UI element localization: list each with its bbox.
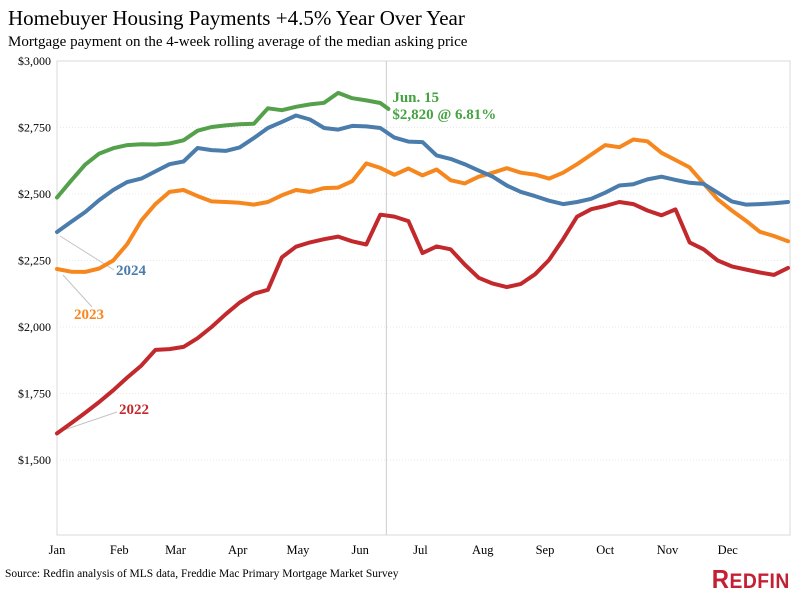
x-tick-Nov: Nov [657,543,679,557]
x-tick-Mar: Mar [165,543,187,557]
y-tick-$1,500: $1,500 [18,453,51,467]
y-tick-$3,000: $3,000 [18,54,51,68]
y-tick-$2,500: $2,500 [18,187,51,201]
x-tick-May: May [287,543,311,557]
y-tick-$2,250: $2,250 [18,254,51,268]
x-tick-Sep: Sep [536,543,555,557]
x-tick-Jun: Jun [352,543,370,557]
source-attribution: Source: Redfin analysis of MLS data, Fre… [5,568,399,580]
y-tick-$2,750: $2,750 [18,121,51,135]
x-tick-Jul: Jul [413,543,428,557]
y-tick-$1,750: $1,750 [18,387,51,401]
leader-line-2023 [62,274,93,308]
annotation-date: Jun. 15 [392,90,440,106]
x-tick-Apr: Apr [228,543,248,557]
x-tick-Feb: Feb [110,543,129,557]
x-tick-Jan: Jan [49,543,66,557]
chart-title: Homebuyer Housing Payments +4.5% Year Ov… [8,6,465,30]
series-label-2022: 2022 [119,402,149,418]
series-label-2024: 2024 [116,263,146,279]
leader-line-2022 [63,411,118,431]
x-tick-Dec: Dec [718,543,739,557]
series-line-2022 [55,200,790,436]
y-tick-$2,000: $2,000 [18,320,51,334]
series-line-2025 [55,90,391,200]
x-tick-Aug: Aug [472,543,494,557]
x-tick-Oct: Oct [596,543,615,557]
plot-frame [56,60,791,536]
series-line-2023 [55,137,790,274]
series-label-2023: 2023 [74,307,104,323]
redfin-logo: REDFIN [712,564,790,594]
chart-subtitle: Mortgage payment on the 4-week rolling a… [8,34,468,50]
series-line-2024 [55,113,790,234]
latest-point-annotation: Jun. 15 $2,820 @ 6.81% [392,90,496,124]
annotation-value: $2,820 @ 6.81% [392,107,497,123]
